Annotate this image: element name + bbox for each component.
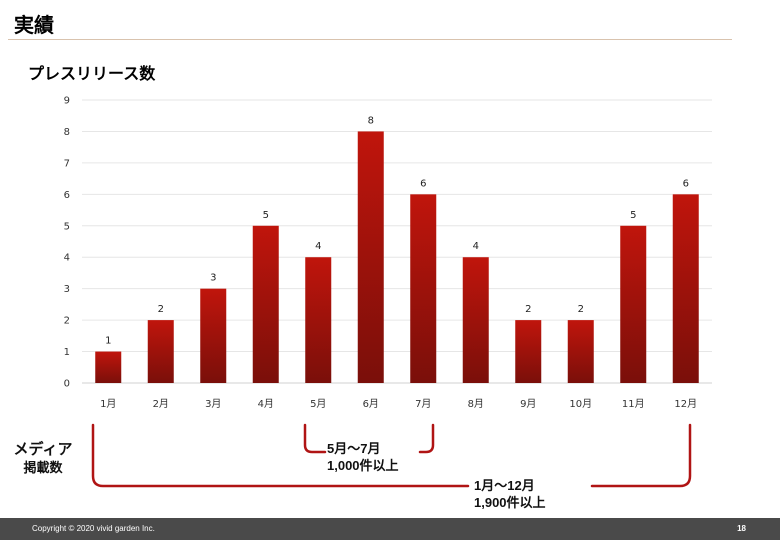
y-tick-label: 9: [64, 96, 70, 107]
y-tick-label: 4: [64, 253, 70, 264]
y-tick-label: 1: [64, 347, 70, 358]
x-axis-ticks: 1月 2月 3月 4月 5月 6月 7月 8月 9月 10月 11月 12月: [100, 398, 697, 410]
x-tick-label: 11月: [622, 398, 645, 410]
y-tick-label: 6: [64, 190, 70, 201]
data-label: 5: [263, 210, 269, 221]
page-number: 18: [737, 524, 746, 533]
media-count-label: メディア 掲載数: [13, 441, 73, 477]
y-tick-label: 0: [64, 379, 70, 390]
footer-bar: Copyright © 2020 vivid garden Inc. 18: [0, 518, 780, 540]
range-may-jul-label: 5月〜7月 1,000件以上: [327, 440, 399, 474]
y-tick-label: 2: [64, 316, 70, 327]
data-label: 4: [315, 241, 321, 252]
bar: [305, 257, 332, 383]
range-bracket-may-jul: [303, 423, 435, 454]
data-label: 6: [420, 178, 426, 189]
data-label: 2: [578, 304, 584, 315]
media-label-line2: 掲載数: [23, 460, 63, 475]
gridlines: [82, 99, 712, 384]
data-label: 2: [158, 304, 164, 315]
x-tick-label: 9月: [520, 398, 536, 410]
x-tick-label: 7月: [415, 398, 431, 410]
y-tick-label: 5: [64, 221, 70, 232]
range1-line1: 5月〜7月: [327, 441, 381, 456]
x-tick-label: 6月: [363, 398, 379, 410]
data-label: 2: [525, 304, 531, 315]
range-bracket-jan-dec: [91, 423, 692, 488]
bar: [462, 257, 489, 383]
media-label-line1: メディア: [13, 441, 73, 458]
x-tick-label: 3月: [205, 398, 221, 410]
bar: [567, 320, 594, 383]
x-tick-label: 1月: [100, 398, 116, 410]
x-tick-label: 12月: [674, 398, 697, 410]
data-label: 5: [630, 210, 636, 221]
title-divider: [8, 39, 732, 40]
data-label: 1: [105, 336, 111, 347]
data-label: 3: [210, 273, 216, 284]
range-brackets: [91, 423, 692, 488]
bar: [515, 320, 542, 383]
bar: [200, 288, 227, 383]
y-tick-label: 7: [64, 158, 70, 169]
bar: [147, 320, 174, 383]
x-tick-label: 4月: [258, 398, 274, 410]
range2-line1: 1月〜12月: [474, 478, 535, 493]
bar: [357, 131, 384, 383]
bars: 1 2 3 5 4 8 6 4 2 2 5 6: [95, 115, 699, 383]
chart-title: プレスリリース数: [28, 66, 156, 83]
bar: [672, 194, 699, 383]
y-axis-ticks: 0 1 2 3 4 5 6 7 8 9: [64, 96, 70, 390]
x-tick-label: 8月: [468, 398, 484, 410]
data-label: 6: [683, 178, 689, 189]
copyright-text: Copyright © 2020 vivid garden Inc.: [32, 524, 155, 533]
bar-chart: 0 1 2 3 4 5 6 7 8 9 1 2 3 5 4 8 6 4 2 2 5 6 1月 2月 3月 4月 5月 6月 7月 8月…: [64, 96, 712, 488]
bar: [252, 225, 279, 383]
x-tick-label: 5月: [310, 398, 326, 410]
x-tick-label: 2月: [153, 398, 169, 410]
range2-line2: 1,900件以上: [474, 495, 546, 510]
range-jan-dec-label: 1月〜12月 1,900件以上: [474, 477, 546, 511]
data-label: 8: [368, 115, 374, 126]
bar: [410, 194, 437, 383]
bar: [620, 225, 647, 383]
data-label: 4: [473, 241, 479, 252]
y-tick-label: 8: [64, 127, 70, 138]
y-tick-label: 3: [64, 284, 70, 295]
range1-line2: 1,000件以上: [327, 458, 399, 473]
x-tick-label: 10月: [569, 398, 592, 410]
page-title: 実績: [14, 15, 54, 37]
bar: [95, 351, 122, 383]
